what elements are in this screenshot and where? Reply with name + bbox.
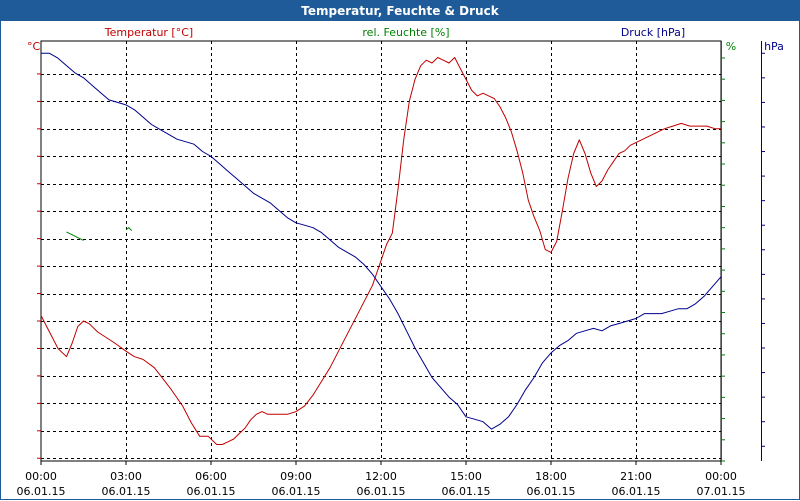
humidity-unit-label: % — [726, 40, 736, 53]
temperature-axis — [37, 73, 41, 459]
humidity-line-segment — [66, 231, 84, 241]
date-tick-label: 07.01.15 — [697, 485, 746, 498]
time-tick-label: 15:00 — [450, 470, 482, 483]
time-axis: 00:00 06.01.15 03:00 06.01.15 06:00 06.01.15 0… — [17, 461, 746, 498]
date-tick-label: 06.01.15 — [442, 485, 491, 498]
date-tick-label: 06.01.15 — [272, 485, 321, 498]
time-tick-label: 18:00 — [535, 470, 567, 483]
date-tick-label: 06.01.15 — [187, 485, 236, 498]
date-tick-label: 06.01.15 — [17, 485, 66, 498]
grid — [40, 40, 722, 462]
humidity-axis — [721, 41, 725, 462]
time-tick-label: 00:00 — [25, 470, 57, 483]
pressure-axis-title: Druck [hPa] — [621, 26, 685, 39]
series-layer — [40, 52, 722, 445]
date-tick-label: 06.01.15 — [357, 485, 406, 498]
time-tick-label: 09:00 — [280, 470, 312, 483]
time-tick-label: 21:00 — [620, 470, 652, 483]
date-tick-label: 06.01.15 — [102, 485, 151, 498]
temperature-unit-label: °C — [27, 40, 41, 53]
date-tick-label: 06.01.15 — [612, 485, 661, 498]
time-tick-label: 12:00 — [365, 470, 397, 483]
time-tick-label: 06:00 — [195, 470, 227, 483]
date-tick-label: 06.01.15 — [527, 485, 576, 498]
humidity-line-segment — [125, 227, 133, 231]
time-tick-label: 00:00 — [705, 470, 737, 483]
pressure-line — [41, 52, 722, 430]
chart-title: Temperatur, Feuchte & Druck — [1, 1, 799, 21]
time-tick-label: 03:00 — [110, 470, 142, 483]
temperature-axis-title: Temperatur [°C] — [104, 26, 193, 39]
temperature-line — [40, 57, 721, 445]
pressure-unit-label: hPa — [764, 40, 784, 53]
pressure-axis — [761, 41, 765, 461]
humidity-axis-title: rel. Feuchte [%] — [362, 26, 449, 39]
